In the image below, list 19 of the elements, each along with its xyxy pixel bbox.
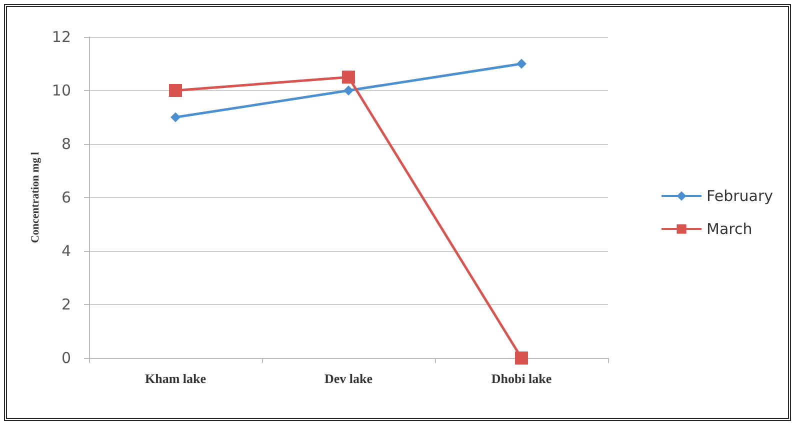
- x-tick-label: Kham lake: [144, 371, 206, 386]
- point: [169, 84, 182, 97]
- y-tick-label: 12: [52, 28, 71, 46]
- y-tick-label: 8: [61, 135, 71, 153]
- point: [515, 352, 528, 364]
- y-tick-label: 0: [61, 349, 71, 367]
- x-tick-label: Dev lake: [324, 371, 373, 386]
- point: [170, 112, 180, 122]
- y-tick-label: 6: [61, 188, 71, 206]
- y-axis-title: Concentration mg l: [30, 152, 42, 244]
- x-tick-label: Dhobi lake: [491, 371, 552, 386]
- point: [344, 86, 354, 96]
- legend-label: February: [706, 187, 774, 205]
- point: [342, 70, 355, 84]
- legend-label: March: [706, 220, 752, 238]
- point: [516, 58, 526, 69]
- y-tick-label: 2: [61, 296, 71, 314]
- y-tick-label: 4: [61, 242, 71, 260]
- y-tick-label: 10: [52, 82, 71, 100]
